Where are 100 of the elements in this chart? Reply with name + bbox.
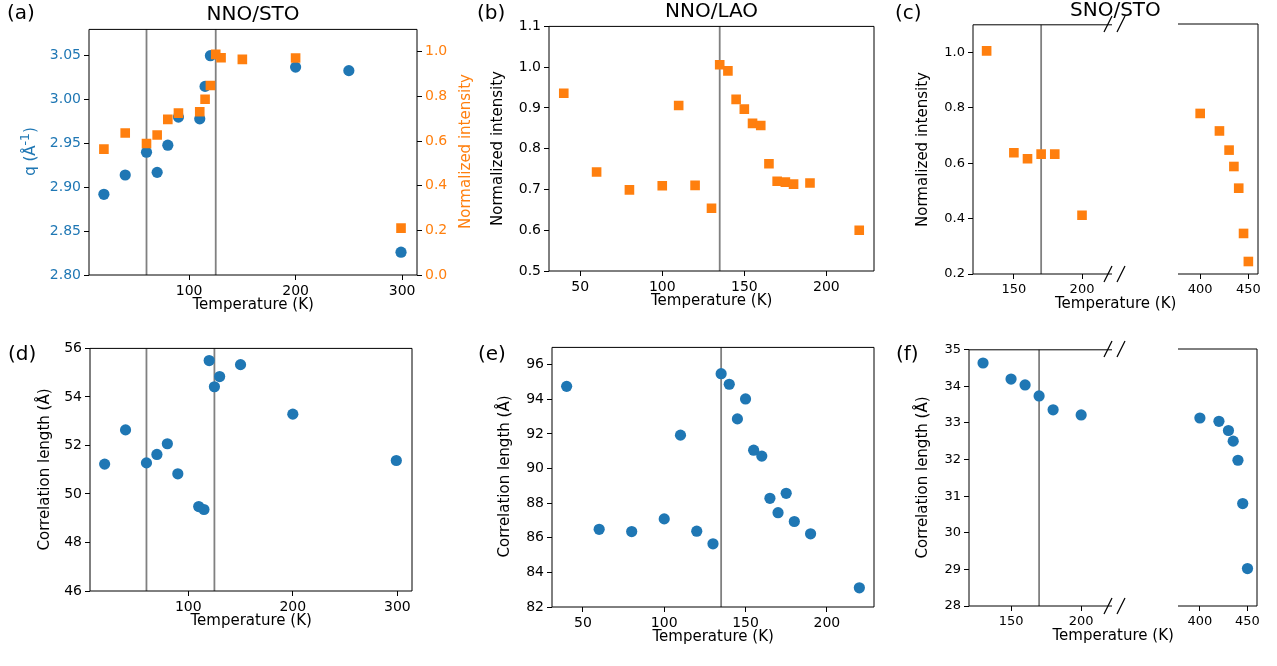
y-axis-title: Correlation length (Å) <box>34 387 53 551</box>
y-axis-title: Correlation length (Å) <box>912 396 931 559</box>
point <box>343 65 355 77</box>
x-axis-title: Temperature (K) <box>651 291 773 309</box>
point <box>119 169 131 181</box>
y-tick-label: 0.5 <box>518 261 541 278</box>
y-tick-label: 92 <box>526 424 544 441</box>
point <box>208 381 221 393</box>
point <box>624 185 635 195</box>
y-tick-label: 90 <box>526 459 544 476</box>
x-tick-label: 50 <box>571 278 590 295</box>
y-tick-label: 2.90 <box>49 177 81 194</box>
point <box>99 458 111 470</box>
point <box>739 104 750 114</box>
point <box>1195 108 1205 119</box>
point <box>1232 454 1244 466</box>
point <box>216 52 226 63</box>
y-tick-label: 54 <box>64 387 83 404</box>
text: (a) <box>7 0 35 24</box>
chart-title: SNO/STO <box>1070 0 1161 21</box>
text: (b) <box>477 0 506 24</box>
point <box>707 538 719 550</box>
y-tick-label: 28 <box>944 597 961 613</box>
point <box>1229 161 1239 172</box>
point <box>1033 390 1045 402</box>
point <box>1194 412 1206 424</box>
x-tick-label: 400 <box>1187 613 1213 629</box>
point <box>1036 149 1046 159</box>
x-tick-label: 200 <box>813 614 841 631</box>
y-tick-label: 33 <box>944 414 961 430</box>
y-tick-label: 0.8 <box>944 99 965 115</box>
point <box>739 393 752 405</box>
point <box>1075 409 1087 421</box>
x-tick-label: 150 <box>998 613 1024 629</box>
y-tick-label: 86 <box>526 528 545 545</box>
point <box>151 448 163 461</box>
y-tick-label: 96 <box>526 355 545 372</box>
point <box>1227 435 1239 447</box>
point <box>396 223 406 233</box>
text: (f) <box>896 341 919 365</box>
point <box>731 413 743 425</box>
point <box>1005 373 1017 385</box>
point <box>161 438 173 450</box>
point <box>198 503 210 516</box>
y-tick-label: 2.80 <box>49 265 81 282</box>
point <box>854 225 865 236</box>
point <box>194 106 205 117</box>
y-tick-label: 31 <box>944 487 961 503</box>
point <box>853 582 865 594</box>
y-tick-label: 84 <box>526 563 545 580</box>
point <box>674 429 687 441</box>
y2-tick-label: 0.2 <box>425 220 448 237</box>
point <box>1222 424 1235 437</box>
point <box>151 166 163 178</box>
y-tick-label: 52 <box>64 436 82 453</box>
text: (c) <box>895 0 922 24</box>
y2-tick-label: 0.6 <box>425 131 448 148</box>
point <box>200 94 210 105</box>
y2-tick-label: 0.0 <box>425 265 448 282</box>
point <box>1241 562 1254 575</box>
y-tick-label: 56 <box>64 339 83 356</box>
y-tick-label: 0.7 <box>518 180 541 197</box>
point <box>98 188 110 200</box>
point <box>690 180 700 191</box>
y-tick-label: 94 <box>526 389 545 406</box>
y-tick-label: 0.8 <box>518 139 541 156</box>
point <box>1224 145 1234 155</box>
x-axis-title: Temperature (K) <box>1052 626 1174 644</box>
point <box>714 59 725 70</box>
y-tick-label: 34 <box>944 377 961 393</box>
point <box>764 492 776 504</box>
y-tick-label: 0.9 <box>518 98 541 115</box>
point <box>691 525 703 537</box>
y-tick-label: 1.1 <box>518 17 541 34</box>
point <box>1233 183 1244 193</box>
point <box>1047 404 1059 416</box>
y-tick-label: 0.6 <box>944 154 965 170</box>
x-tick-label: 450 <box>1235 613 1260 629</box>
x-axis-title: Temperature (K) <box>1055 294 1177 312</box>
y-tick-label: 30 <box>944 524 961 540</box>
point <box>561 380 573 392</box>
point <box>214 370 226 383</box>
point <box>172 468 184 480</box>
point <box>234 359 247 371</box>
y-tick-label: 2.95 <box>49 134 81 151</box>
point <box>558 88 569 99</box>
point <box>723 66 733 76</box>
point <box>1213 415 1225 427</box>
point <box>1022 154 1033 164</box>
point <box>772 507 784 519</box>
point <box>748 444 760 456</box>
point <box>977 357 989 369</box>
point <box>287 408 299 420</box>
point <box>1237 497 1249 510</box>
y2-tick-label: 0.4 <box>425 176 448 193</box>
y-tick-label: 0.6 <box>518 220 542 237</box>
point <box>1214 126 1225 136</box>
y-tick-label: 2.85 <box>49 221 81 238</box>
point <box>140 457 153 469</box>
x-tick-label: 50 <box>573 614 592 631</box>
